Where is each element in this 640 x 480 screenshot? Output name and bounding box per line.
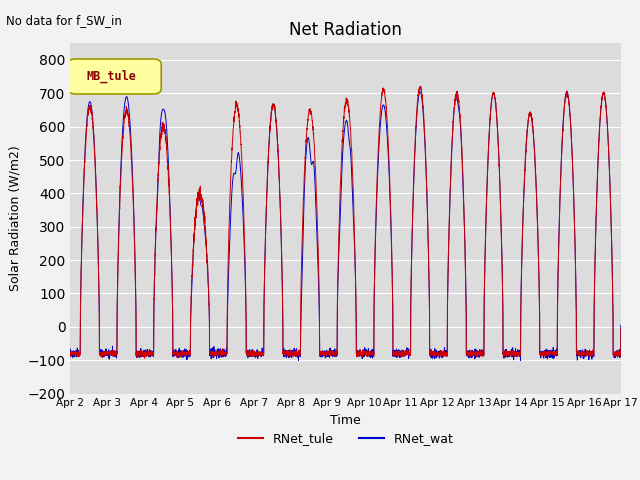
X-axis label: Time: Time (330, 414, 361, 427)
Text: No data for f_SW_in: No data for f_SW_in (6, 14, 122, 27)
FancyBboxPatch shape (68, 59, 161, 94)
Y-axis label: Solar Radiation (W/m2): Solar Radiation (W/m2) (9, 145, 22, 291)
Text: MB_tule: MB_tule (87, 70, 136, 83)
Legend: RNet_tule, RNet_wat: RNet_tule, RNet_wat (233, 427, 458, 450)
Title: Net Radiation: Net Radiation (289, 21, 402, 39)
